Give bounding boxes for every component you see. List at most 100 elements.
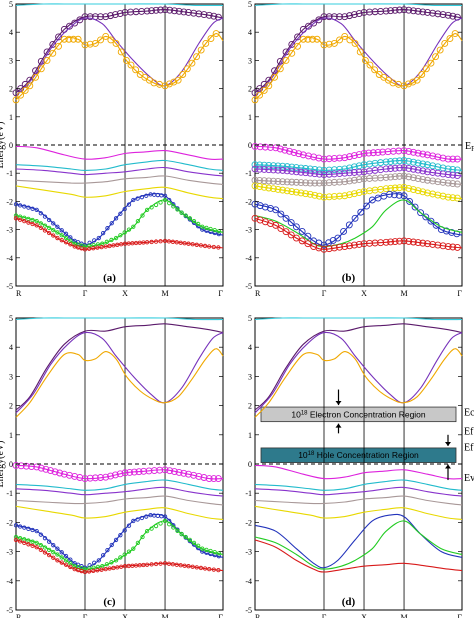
projection-marker — [13, 216, 19, 221]
projection-marker — [158, 561, 163, 566]
projection-marker — [22, 462, 30, 470]
projection-marker — [200, 227, 205, 232]
projection-marker — [112, 40, 120, 47]
projection-marker — [306, 169, 314, 177]
projection-marker — [355, 168, 363, 176]
projection-marker — [391, 164, 399, 172]
projection-marker — [102, 473, 110, 481]
projection-marker — [22, 525, 27, 530]
projection-marker — [104, 562, 110, 567]
projection-marker — [274, 162, 282, 170]
projection-marker — [429, 162, 437, 170]
kpoint-label: Γ — [457, 613, 462, 618]
projection-marker — [439, 154, 447, 162]
projection-marker — [208, 226, 213, 232]
projection-marker — [336, 192, 343, 200]
projection-marker — [434, 10, 442, 18]
projection-marker — [183, 534, 188, 540]
projection-marker — [341, 165, 349, 173]
projection-marker — [113, 558, 119, 563]
band-val_purple — [15, 166, 224, 177]
projection-marker — [251, 161, 259, 169]
projection-marker — [194, 242, 199, 247]
projection-marker — [51, 221, 56, 226]
projection-marker — [149, 562, 154, 567]
projection-marker — [387, 7, 395, 15]
projection-marker — [292, 168, 300, 176]
y-tick-label: 5 — [9, 314, 13, 323]
projection-marker — [366, 175, 373, 182]
projection-marker — [302, 190, 310, 198]
projection-marker — [186, 241, 191, 246]
up-arrow-hole-head — [445, 464, 451, 469]
projection-marker — [405, 148, 413, 155]
projection-marker — [115, 565, 120, 570]
y-tick-label: 0 — [9, 460, 13, 469]
projection-marker — [118, 533, 123, 538]
projection-marker — [143, 7, 151, 15]
ev-label: Ev — [464, 473, 474, 484]
projection-marker — [261, 203, 269, 211]
projection-marker — [395, 147, 403, 155]
projection-marker — [382, 238, 390, 246]
kpoint-label: Γ — [218, 289, 223, 298]
projection-marker — [311, 179, 319, 187]
projection-marker — [279, 178, 287, 186]
projection-marker — [170, 562, 176, 567]
projection-marker — [396, 237, 404, 245]
band-val_green — [15, 520, 224, 570]
projection-marker — [405, 6, 413, 14]
projection-marker — [127, 8, 134, 16]
projection-marker — [439, 170, 447, 178]
projection-marker — [297, 168, 305, 176]
y-tick-label: 5 — [248, 314, 252, 323]
projection-marker — [71, 19, 79, 27]
projection-marker — [187, 537, 193, 543]
band-val_red — [254, 539, 463, 573]
kpoint-label: M — [400, 289, 407, 298]
projection-marker — [304, 35, 312, 43]
projection-marker — [400, 157, 408, 164]
projection-marker — [135, 540, 141, 545]
projection-marker — [167, 201, 172, 206]
projection-marker — [17, 203, 23, 208]
projection-marker — [305, 22, 312, 30]
projection-marker — [265, 184, 273, 192]
projection-marker — [377, 239, 385, 247]
projection-marker — [346, 12, 353, 20]
band-val_cyan — [15, 159, 224, 171]
projection-marker — [400, 147, 408, 155]
kpoint-label: R — [16, 289, 22, 298]
projection-marker — [13, 537, 19, 543]
projection-marker — [170, 7, 178, 15]
band-val_yellow — [15, 185, 224, 200]
projection-marker — [304, 232, 312, 240]
projection-marker — [119, 564, 124, 569]
projection-marker — [135, 196, 140, 201]
projection-marker — [183, 213, 188, 218]
band-val_grey — [15, 495, 224, 506]
projection-marker — [42, 465, 50, 473]
projection-marker — [91, 40, 99, 47]
y-tick-label: 4 — [248, 28, 252, 37]
projection-marker — [386, 190, 393, 198]
projection-marker — [171, 204, 176, 209]
projection-marker — [47, 467, 54, 475]
projection-marker — [320, 171, 328, 179]
projection-marker — [419, 175, 427, 183]
projection-marker — [32, 73, 39, 81]
projection-marker — [59, 233, 64, 238]
projection-marker — [118, 233, 123, 238]
projection-marker — [46, 217, 52, 223]
y-tick-label: 1 — [9, 431, 13, 440]
y-tick-label: 3 — [9, 372, 13, 381]
projection-marker — [34, 545, 39, 550]
projection-marker — [279, 186, 287, 194]
projection-marker — [175, 528, 180, 533]
projection-marker — [37, 464, 45, 472]
projection-marker — [149, 239, 154, 245]
projection-marker — [38, 225, 43, 231]
kpoint-label: X — [122, 613, 128, 618]
projection-marker — [409, 148, 417, 156]
y-tick-label: -1 — [245, 489, 252, 498]
